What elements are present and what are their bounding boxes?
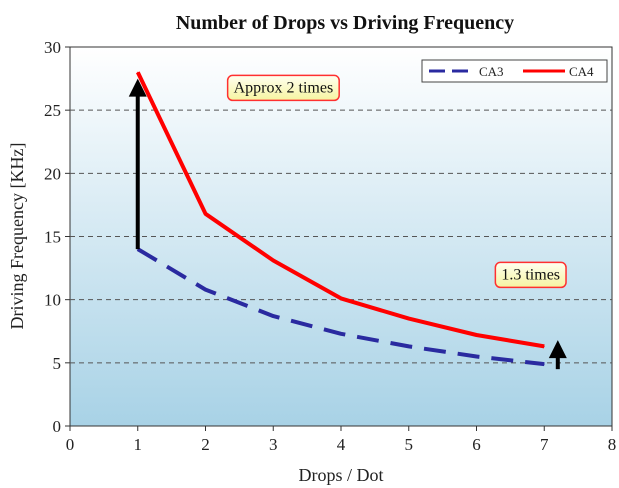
x-tick-label: 4 [337, 435, 346, 454]
x-axis-label: Drops / Dot [299, 465, 384, 485]
data-point-ca3 [544, 364, 545, 365]
y-tick-label: 10 [44, 291, 61, 310]
x-tick-label: 1 [134, 435, 143, 454]
y-tick-label: 20 [44, 164, 61, 183]
y-axis-label: Driving Frequency [KHz] [7, 143, 27, 330]
annotation-text: Approx 2 times [234, 79, 334, 96]
annotation-box: Approx 2 times [228, 75, 340, 100]
y-tick-label: 0 [53, 417, 62, 436]
x-tick-label: 8 [608, 435, 617, 454]
data-point-ca4 [205, 213, 206, 214]
legend-label-ca3: CA3 [479, 64, 504, 79]
y-tick-label: 30 [44, 38, 61, 57]
annotation-text: 1.3 times [501, 266, 560, 283]
data-point-ca3 [408, 346, 409, 347]
data-point-ca4 [273, 260, 274, 261]
x-tick-label: 2 [201, 435, 210, 454]
legend-label-ca4: CA4 [569, 64, 594, 79]
data-point-ca3 [341, 333, 342, 334]
y-tick-label: 15 [44, 228, 61, 247]
x-tick-label: 3 [269, 435, 278, 454]
x-tick-label: 6 [472, 435, 481, 454]
x-tick-label: 7 [540, 435, 549, 454]
data-point-ca4 [544, 346, 545, 347]
data-point-ca3 [273, 316, 274, 317]
y-tick-label: 25 [44, 101, 61, 120]
data-point-ca4 [476, 335, 477, 336]
y-tick-label: 5 [53, 354, 62, 373]
legend: CA3 CA4 [422, 60, 607, 82]
data-point-ca4 [341, 298, 342, 299]
x-tick-label: 0 [66, 435, 75, 454]
data-point-ca4 [137, 72, 138, 73]
data-point-ca4 [408, 318, 409, 319]
annotation-box: 1.3 times [495, 262, 566, 287]
data-point-ca3 [476, 356, 477, 357]
data-point-ca3 [205, 289, 206, 290]
x-tick-label: 5 [405, 435, 414, 454]
chart-title: Number of Drops vs Driving Frequency [176, 12, 514, 34]
